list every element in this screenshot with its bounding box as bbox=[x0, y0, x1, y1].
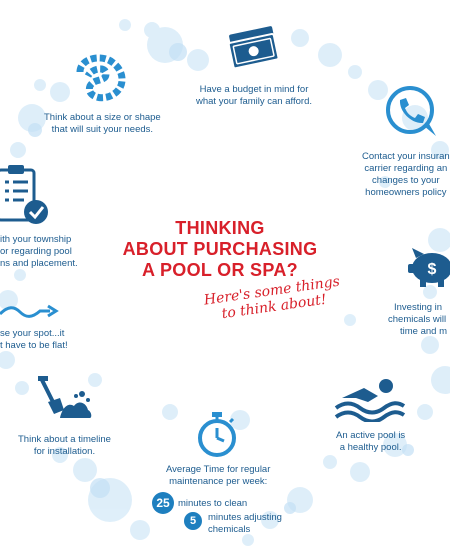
tip-chemicals-line: Investing in bbox=[394, 302, 443, 313]
tip-shape-line: Think about a size or shape bbox=[44, 112, 161, 123]
tip-insurance-line: Contact your insuran bbox=[362, 151, 450, 162]
swimmer-icon bbox=[334, 379, 406, 422]
tip-township-line: ns and placement. bbox=[0, 258, 78, 269]
shovel-dirt-icon bbox=[38, 376, 92, 418]
tip-timeline-line: for installation. bbox=[33, 446, 96, 457]
ring-shape-icon bbox=[76, 54, 126, 102]
tip-insurance-line: carrier regarding an bbox=[364, 163, 448, 174]
clipboard-check-icon bbox=[0, 165, 48, 224]
tip-maintenance-line: maintenance per week: bbox=[169, 476, 268, 487]
tip-active-line: An active pool is bbox=[336, 430, 406, 441]
tip-spot-line: t have to be flat! bbox=[0, 340, 68, 351]
clean-minutes-badge: 25 bbox=[152, 492, 174, 514]
chemical-minutes-text: chemicals bbox=[208, 524, 251, 535]
svg-text:$: $ bbox=[428, 261, 437, 278]
phone-chat-icon bbox=[386, 86, 436, 136]
wave-line-icon bbox=[0, 304, 59, 318]
chemical-minutes-badge: 5 bbox=[184, 512, 202, 530]
tip-timeline-line: Think about a timeline bbox=[18, 434, 111, 445]
main-heading: THINKING ABOUT PURCHASING A POOL OR SPA? bbox=[100, 218, 340, 281]
tip-maintenance-line: Average Time for regular bbox=[166, 464, 271, 475]
tip-township-line: ith your township bbox=[0, 234, 72, 245]
piggy-bank-icon: $ bbox=[408, 248, 450, 287]
tip-budget-line: what your family can afford. bbox=[196, 96, 312, 107]
tip-spot-line: se your spot...it bbox=[0, 328, 65, 339]
money-icon bbox=[227, 26, 280, 70]
tip-budget-line: Have a budget in mind for bbox=[199, 84, 309, 95]
stopwatch-icon bbox=[198, 412, 236, 457]
tip-township-line: or regarding pool bbox=[0, 246, 72, 257]
tip-insurance-line: homeowners policy bbox=[365, 187, 447, 198]
heading-line: A POOL OR SPA? bbox=[142, 260, 298, 280]
tip-insurance-line: changes to your bbox=[372, 175, 440, 186]
heading-line: THINKING bbox=[175, 218, 265, 238]
tip-chemicals-line: chemicals will bbox=[388, 314, 447, 325]
heading-line: ABOUT PURCHASING bbox=[122, 239, 318, 259]
tip-active-line: a healthy pool. bbox=[339, 442, 402, 453]
clean-minutes-text: minutes to clean bbox=[178, 498, 248, 509]
tip-chemicals-line: time and m bbox=[400, 326, 447, 337]
chemical-minutes-text: minutes adjusting bbox=[208, 512, 282, 523]
tip-shape-line: that will suit your needs. bbox=[51, 124, 154, 135]
